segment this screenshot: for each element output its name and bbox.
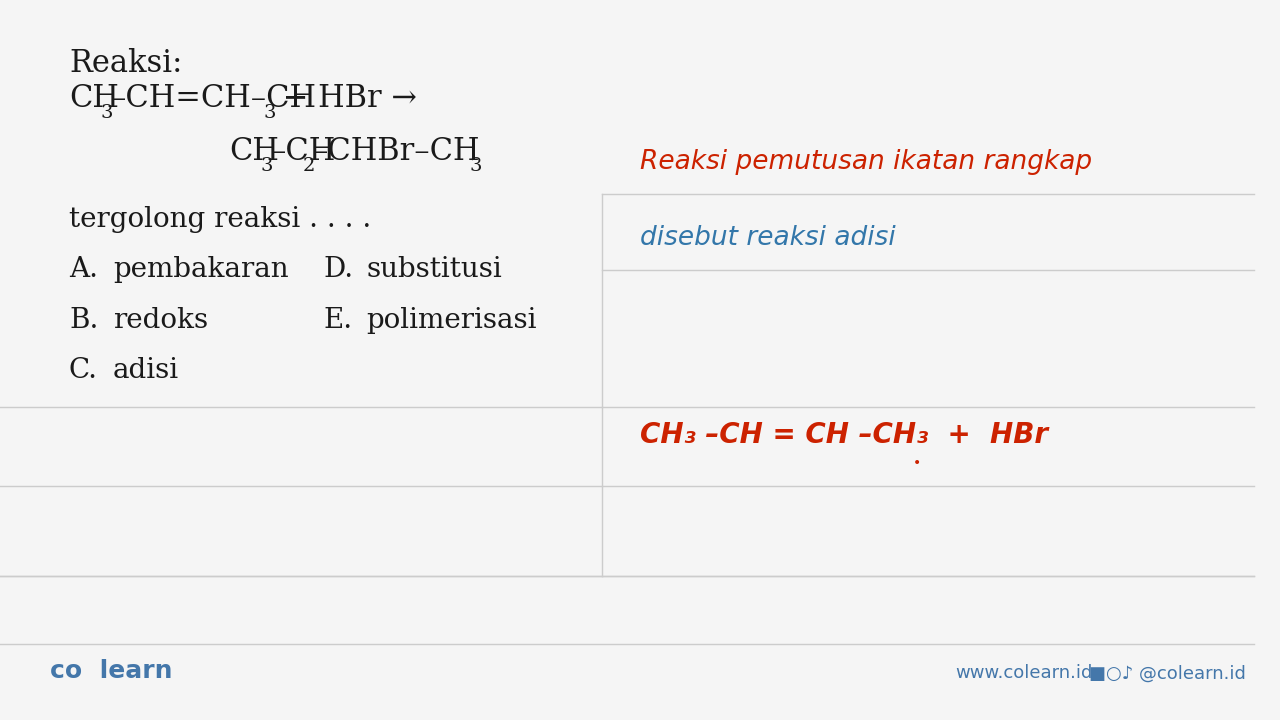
Text: substitusi: substitusi xyxy=(366,256,502,283)
Text: CH: CH xyxy=(69,83,119,114)
Text: B.: B. xyxy=(69,307,99,333)
Text: CH₃ –CH = CH –CH₃  +  HBr: CH₃ –CH = CH –CH₃ + HBr xyxy=(640,420,1047,449)
Text: C.: C. xyxy=(69,357,99,384)
Text: –CHBr–CH: –CHBr–CH xyxy=(312,136,480,167)
Text: disebut reaksi adisi: disebut reaksi adisi xyxy=(640,225,895,251)
Text: co  learn: co learn xyxy=(50,660,173,683)
Text: A.: A. xyxy=(69,256,99,283)
Text: tergolong reaksi . . . .: tergolong reaksi . . . . xyxy=(69,206,371,233)
Text: pembakaran: pembakaran xyxy=(113,256,288,283)
Text: redoks: redoks xyxy=(113,307,207,333)
Text: Reaksi:: Reaksi: xyxy=(69,48,182,79)
Text: CH: CH xyxy=(229,136,279,167)
Text: •: • xyxy=(913,456,922,469)
Text: www.colearn.id: www.colearn.id xyxy=(956,665,1093,683)
Text: Reaksi pemutusan ikatan rangkap: Reaksi pemutusan ikatan rangkap xyxy=(640,149,1092,175)
Text: polimerisasi: polimerisasi xyxy=(366,307,536,333)
Text: D.: D. xyxy=(324,256,353,283)
Text: –CH: –CH xyxy=(271,136,337,167)
Text: ■○♪ @colearn.id: ■○♪ @colearn.id xyxy=(1088,665,1245,683)
Text: 2: 2 xyxy=(303,158,315,176)
Text: + HBr →: + HBr → xyxy=(274,83,417,114)
Text: 3: 3 xyxy=(468,158,481,176)
Text: 3: 3 xyxy=(100,104,113,122)
Text: –CH=CH–CH: –CH=CH–CH xyxy=(110,83,316,114)
Text: 3: 3 xyxy=(264,104,276,122)
Text: adisi: adisi xyxy=(113,357,179,384)
Text: 3: 3 xyxy=(260,158,273,176)
Text: E.: E. xyxy=(324,307,353,333)
